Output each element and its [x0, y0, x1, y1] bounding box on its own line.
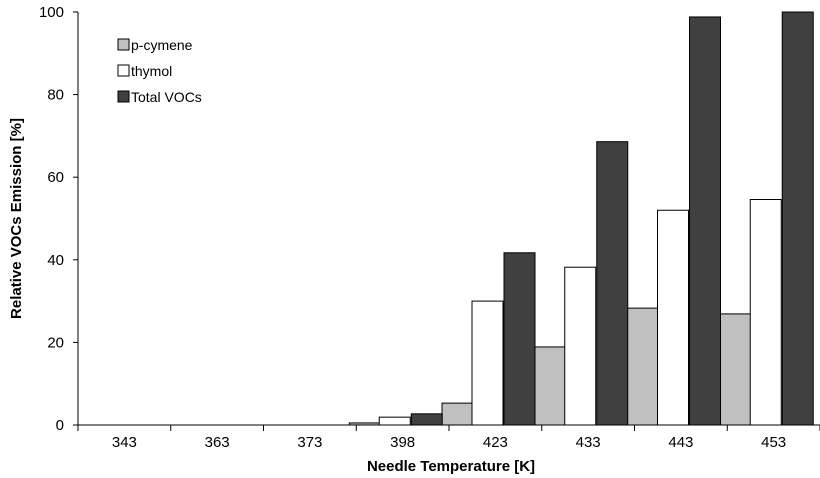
legend: p-cymene thymol Total VOCs [117, 37, 202, 105]
bar-total-vocs-443 [689, 16, 721, 426]
x-tick-label: 443 [668, 434, 693, 451]
bar-total-vocs-423 [503, 252, 536, 426]
x-tick-label: 433 [576, 434, 601, 451]
bar-p-cymene-433 [534, 346, 567, 426]
legend-swatch-thymol [117, 64, 130, 77]
y-tick-label: 40 [47, 252, 64, 269]
bar-total-vocs-433 [596, 141, 629, 426]
y-axis-ticks: 0 20 40 60 80 100 [39, 4, 78, 434]
y-tick-label: 100 [39, 4, 64, 21]
x-tick-label: 363 [205, 434, 230, 451]
bar-series [348, 11, 814, 426]
y-axis-title: Relative VOCs Emission [%] [8, 118, 25, 319]
bar-thymol-423 [471, 300, 504, 426]
y-tick-label: 80 [47, 87, 64, 104]
x-tick-label: 373 [297, 434, 322, 451]
bar-total-vocs-398 [410, 413, 443, 426]
legend-label-thymol: thymol [131, 63, 172, 79]
bar-thymol-398 [378, 416, 411, 426]
bar-p-cymene-443 [627, 307, 659, 426]
y-tick-label: 20 [47, 334, 64, 351]
legend-swatch-total-vocs [117, 90, 130, 103]
x-tick-label: 423 [483, 434, 508, 451]
bar-thymol-433 [564, 266, 597, 426]
x-tick-label: 398 [390, 434, 415, 451]
bar-total-vocs-453 [781, 11, 814, 426]
x-axis-title: Needle Temperature [K] [367, 458, 535, 475]
y-tick-label: 60 [47, 169, 64, 186]
bar-thymol-453 [749, 199, 782, 426]
bar-thymol-443 [657, 209, 689, 426]
x-tick-label: 343 [112, 434, 137, 451]
legend-label-p-cymene: p-cymene [131, 37, 193, 53]
x-tick-label: 453 [761, 434, 786, 451]
legend-label-total-vocs: Total VOCs [131, 89, 202, 105]
bar-p-cymene-453 [719, 313, 752, 426]
legend-swatch-p-cymene [117, 38, 130, 51]
x-axis-ticks: 343 363 373 398 423 433 443 453 [77, 425, 820, 451]
bar-p-cymene-423 [441, 402, 474, 426]
y-tick-label: 0 [56, 417, 64, 434]
